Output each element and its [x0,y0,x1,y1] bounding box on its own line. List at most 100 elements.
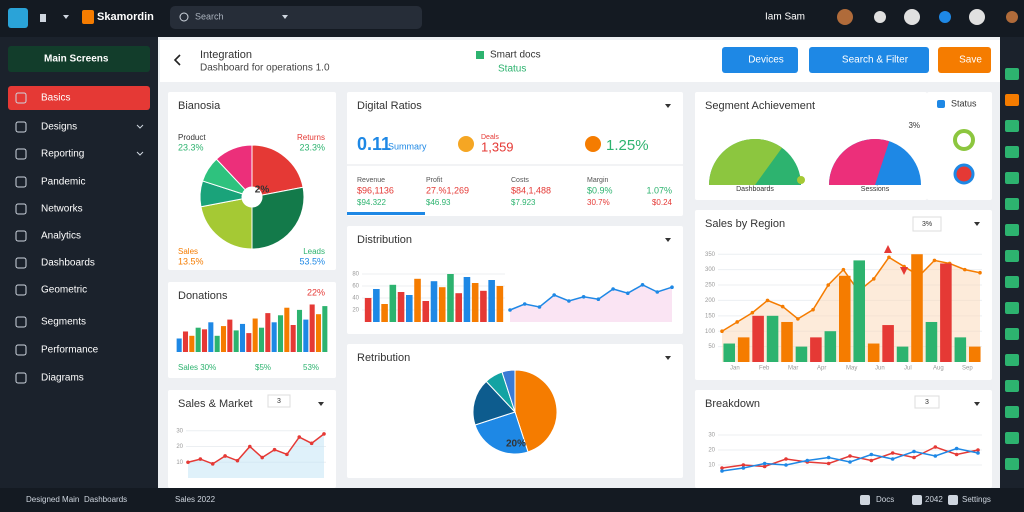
button-label[interactable]: Search & Filter [842,55,909,66]
point [210,462,215,466]
strip-icon[interactable] [1005,406,1019,418]
sidebar-active[interactable] [8,86,150,110]
strip-icon[interactable] [1005,172,1019,184]
kpi-label: Summary [388,141,427,151]
top-icon[interactable] [1006,11,1018,23]
kpi-column-value: $7.923 [511,198,536,207]
area [188,433,324,478]
top-icon[interactable] [969,9,985,25]
strip-icon[interactable] [1005,458,1019,470]
legend-name: Returns [297,133,325,142]
sidebar-icon [15,203,27,215]
button[interactable] [809,47,929,73]
search-icon [179,12,189,22]
point [890,457,895,461]
status-text: Docs [876,495,894,504]
x-tick-label: Apr [817,366,826,372]
top-icon[interactable] [837,9,853,25]
bar [853,260,865,362]
sidebar-item[interactable]: Geometric [41,285,87,296]
top-icon[interactable] [874,11,886,23]
bar [246,333,252,352]
bar [233,330,239,352]
back-arrow[interactable] [173,54,181,66]
point [784,463,788,467]
strip-icon[interactable] [1005,276,1019,288]
sidebar-item[interactable]: Dashboards [41,258,95,269]
y-tick-label: 10 [708,463,715,469]
kpi-column-value: $84,1,488 [511,185,551,195]
dropdown-value[interactable]: 3 [277,398,281,405]
search-box[interactable] [170,6,422,29]
sidebar-icon [15,176,27,188]
kpi-label: Deals [481,134,499,141]
caret [665,238,671,242]
sidebar-icon [15,121,27,133]
segment-pct: 3% [908,121,920,130]
bar [265,313,271,352]
sidebar-item[interactable]: Reporting [41,149,84,160]
strip-icon[interactable] [1005,432,1019,444]
strip-icon[interactable] [1005,328,1019,340]
point [522,302,527,306]
y-tick-label: 40 [352,296,359,302]
point [581,295,586,299]
dropdown-value[interactable]: 3 [925,399,929,406]
strip-icon[interactable] [1005,146,1019,158]
sidebar-item[interactable]: Designs [41,122,77,133]
sidebar-item[interactable]: Segments [41,317,86,328]
status-text: Designed Main [26,495,79,504]
sidebar-item[interactable]: Pandemic [41,177,85,188]
status-icon [948,495,958,505]
strip-icon[interactable] [1005,380,1019,392]
caret [665,104,671,108]
strip-icon[interactable] [1005,94,1019,106]
bar [422,301,430,322]
button-label[interactable]: Save [959,55,982,66]
point [272,447,277,452]
point [735,320,739,324]
sidebar-item[interactable]: Diagrams [41,373,84,384]
y-tick-label: 80 [352,272,359,278]
point [765,298,770,303]
kpi-column-value: $0.24 [652,198,673,207]
sidebar-item[interactable]: Analytics [41,231,81,242]
dropdown-value[interactable]: 3% [922,221,932,228]
strip-icon[interactable] [1005,198,1019,210]
sidebar-item[interactable]: Basics [41,93,70,104]
strip-icon[interactable] [1005,354,1019,366]
bar [824,331,837,362]
dropdown[interactable] [912,216,942,232]
top-icon[interactable] [904,9,920,25]
dropdown[interactable] [267,394,291,408]
bar [214,335,220,352]
caret [282,15,288,19]
bar [969,346,981,362]
sidebar-item[interactable]: Networks [41,204,83,215]
kpi-column-value: 27.%1,269 [426,185,469,195]
strip-icon[interactable] [1005,68,1019,80]
strip-icon[interactable] [1005,302,1019,314]
pie-slice [200,198,253,250]
dropdown[interactable] [914,395,940,409]
y-tick-label: 350 [705,252,716,258]
bar-label: $5% [255,363,271,372]
point [869,458,874,463]
chevron [136,151,144,156]
bar [189,335,195,352]
point [762,461,767,466]
top-icon[interactable] [939,11,951,23]
point [567,299,571,303]
point [841,267,846,272]
x-tick-label: Mar [788,366,798,372]
strip-icon[interactable] [1005,120,1019,132]
strip-icon[interactable] [1005,250,1019,262]
button[interactable] [938,47,991,73]
kpi-icon [585,136,601,152]
button[interactable] [722,47,798,73]
strip-icon[interactable] [1005,224,1019,236]
sidebar-item[interactable]: Performance [41,345,99,356]
caret [665,356,671,360]
button-label[interactable]: Devices [748,55,784,66]
